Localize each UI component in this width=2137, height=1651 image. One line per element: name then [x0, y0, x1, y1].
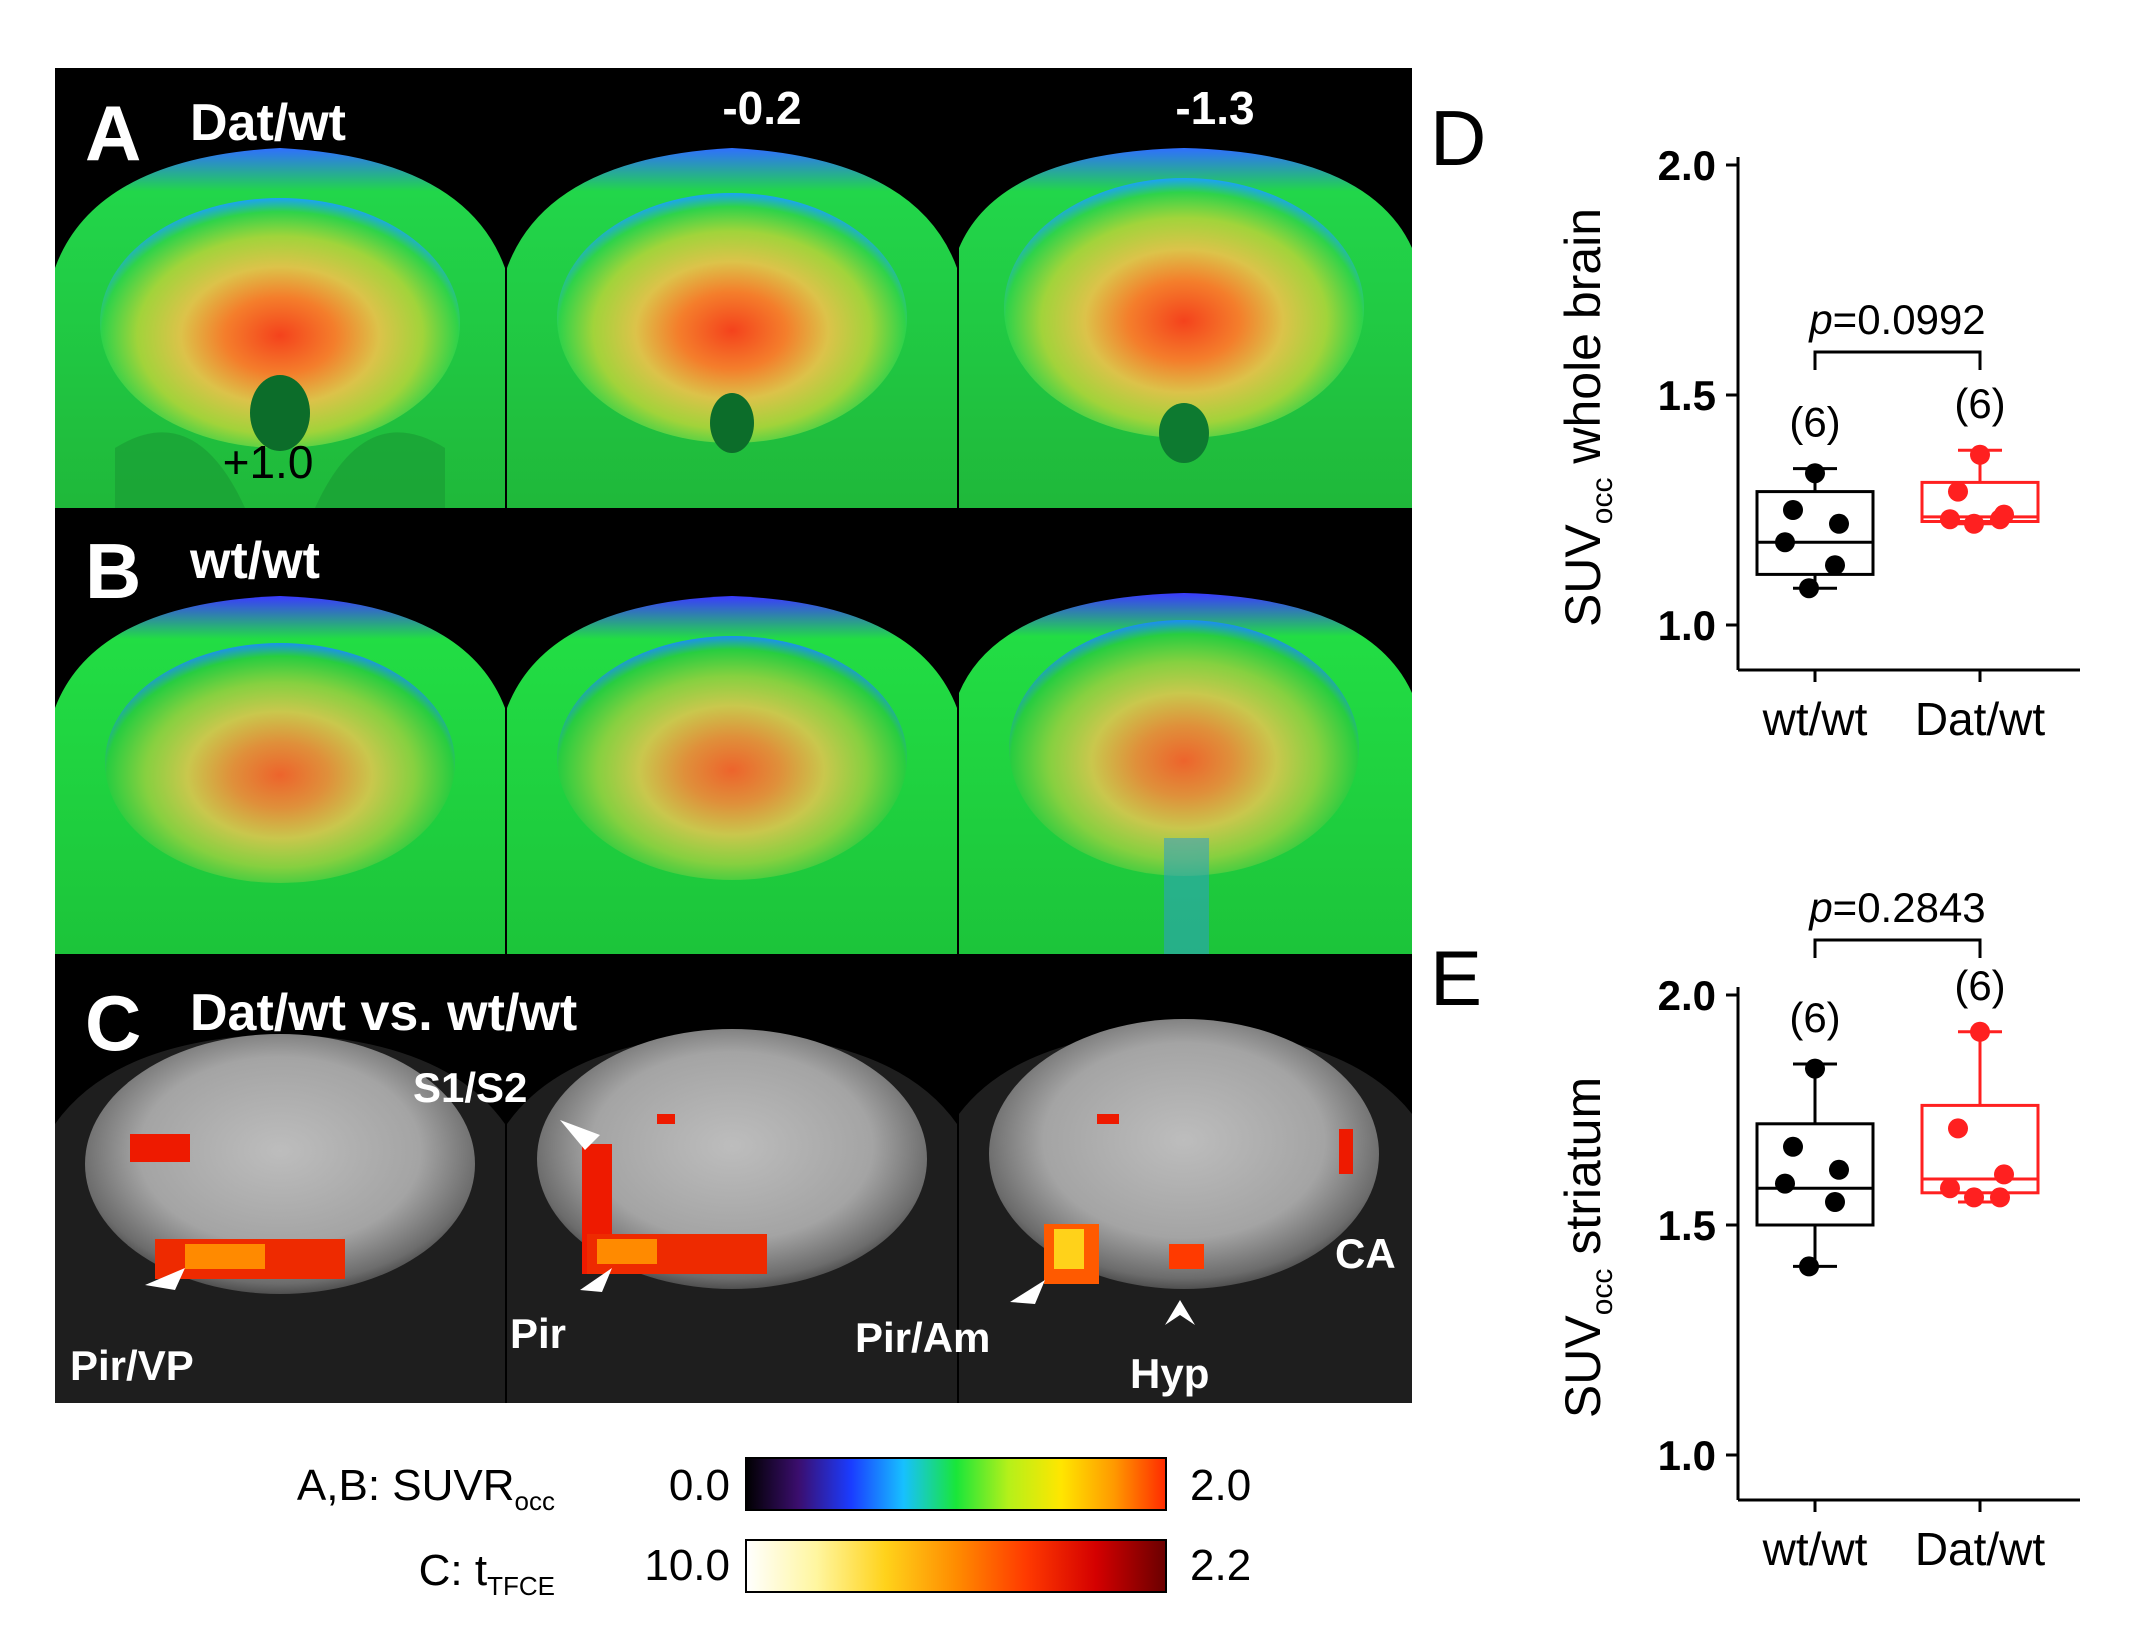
data-point [1829, 513, 1849, 534]
row-a [55, 148, 1412, 508]
chart-e-striatum: 1.0 1.5 2.0 wt/wt Dat/wt SUVocc striatum (6) (6… [1555, 884, 2080, 1575]
suvr-colorbar-prefix: A,B: SUVR [297, 1461, 515, 1510]
y-axis-label: SUVocc whole brain [1555, 208, 1619, 627]
panel-c-label: Dat/wt vs. wt/wt [190, 984, 577, 1042]
arrow-s1s2 [560, 1120, 600, 1150]
pet-slice-a-1 [55, 148, 505, 508]
data-point [1964, 513, 1984, 534]
mri-slice-c-2 [507, 1029, 957, 1403]
pet-slice-b-2 [507, 596, 957, 954]
y-tick-label: 1.0 [1658, 602, 1716, 649]
arrow-pir-vp [145, 1268, 185, 1290]
data-point [1805, 1058, 1825, 1079]
data-point [1783, 1136, 1803, 1157]
n-label: (6) [1954, 380, 2005, 427]
panel-d-letter: D [1430, 94, 1486, 182]
suvr-colorbar-subscript: occ [515, 1486, 555, 1516]
annotation-pir-vp: Pir/VP [70, 1342, 194, 1389]
y-tick-label: 1.0 [1658, 1432, 1716, 1479]
svg-text:C: tTFCE: C: tTFCE [419, 1546, 555, 1601]
arrow-pir-am [1010, 1280, 1045, 1304]
data-point [1970, 1021, 1990, 1042]
tfce-colorbar-prefix: C: t [419, 1546, 487, 1595]
data-point [1783, 500, 1803, 520]
brain-image-panels: A Dat/wt -0.2 -1.3 B wt/wt C Dat/wt vs. … [55, 68, 1412, 1403]
panel-a-letter: A [85, 89, 141, 177]
arrow-pir [580, 1268, 612, 1292]
annotation-arrows [145, 1120, 1195, 1325]
tfce-max-label: 2.2 [1190, 1541, 1251, 1590]
annotation-ca: CA [1335, 1230, 1396, 1277]
suvr-colorbar [745, 1457, 1167, 1511]
data-point [1775, 1173, 1795, 1194]
data-point [1948, 481, 1968, 502]
annotation-hyp: Hyp [1130, 1350, 1209, 1397]
y-tick-label: 1.5 [1658, 372, 1716, 419]
n-label: (6) [1954, 962, 2005, 1009]
significance-bracket [1813, 350, 1982, 370]
panel-b-letter: B [85, 527, 141, 615]
arrow-hyp [1165, 1300, 1195, 1325]
data-point [1829, 1159, 1849, 1180]
significance-bracket [1813, 938, 1982, 958]
tfce-colorbar-subscript: TFCE [487, 1571, 555, 1601]
data-point [1990, 1187, 2010, 1208]
row-b [55, 593, 1412, 954]
pet-slice-a-2 [507, 148, 957, 508]
pet-slice-a-3 [959, 148, 1412, 508]
slice-coordinate-2: -0.2 [722, 82, 801, 134]
n-label: (6) [1789, 994, 1840, 1041]
panel-c-letter: C [85, 979, 141, 1067]
box [1755, 490, 1875, 576]
p-value-label: p=0.0992 [1807, 296, 1985, 343]
tfce-min-label: 10.0 [644, 1541, 730, 1590]
data-point [1990, 509, 2010, 530]
x-tick-label: Dat/wt [1915, 1523, 2046, 1575]
panel-e-letter: E [1430, 934, 1482, 1022]
p-value-label: p=0.2843 [1807, 884, 1985, 931]
chart-d-whole-brain: 1.0 1.5 2.0 wt/wt Dat/wt SUVocc whole brain (6… [1555, 142, 2080, 745]
box [1755, 1122, 1875, 1227]
slice-coordinate-3: -1.3 [1175, 82, 1254, 134]
tfce-colorbar [745, 1539, 1167, 1593]
y-tick-label: 1.5 [1658, 1202, 1716, 1249]
data-point [1940, 1178, 1960, 1199]
row-c [55, 1019, 1412, 1403]
data-point [1994, 1164, 2014, 1185]
data-point [1948, 1118, 1968, 1139]
data-point [1799, 1256, 1819, 1277]
data-point [1940, 509, 1960, 530]
annotation-s1s2: S1/S2 [413, 1064, 527, 1111]
pet-slice-b-3 [959, 593, 1412, 954]
data-point [1775, 532, 1795, 553]
y-tick-label: 2.0 [1658, 972, 1716, 1019]
svg-text:A,B: SUVRocc: A,B: SUVRocc [297, 1461, 555, 1516]
y-axis-label: SUVocc striatum [1555, 1077, 1619, 1418]
data-point [1825, 1192, 1845, 1212]
suvr-min-label: 0.0 [669, 1461, 730, 1510]
panel-b-label: wt/wt [189, 532, 320, 590]
mri-slice-c-1 [55, 1034, 505, 1403]
data-point [1825, 555, 1845, 576]
colorbar-legend: A,B: SUVRocc 0.0 2.0 C: tTFCE 10.0 2.2 [297, 1457, 1251, 1601]
mri-slice-c-3 [959, 1019, 1412, 1403]
panel-a-label: Dat/wt [190, 94, 346, 152]
x-tick-label: Dat/wt [1915, 693, 2046, 745]
data-point [1964, 1187, 1984, 1208]
data-point [1970, 444, 1990, 465]
data-point [1799, 578, 1819, 599]
slice-coordinate-1: +1.0 [223, 436, 314, 488]
y-tick-label: 2.0 [1658, 142, 1716, 189]
annotation-pir: Pir [510, 1310, 566, 1357]
pet-slice-b-1 [55, 596, 505, 954]
n-label: (6) [1789, 399, 1840, 446]
suvr-max-label: 2.0 [1190, 1461, 1251, 1510]
x-tick-label: wt/wt [1762, 693, 1868, 745]
data-point [1805, 463, 1825, 484]
x-tick-label: wt/wt [1762, 1523, 1868, 1575]
annotation-pir-am: Pir/Am [855, 1314, 990, 1361]
